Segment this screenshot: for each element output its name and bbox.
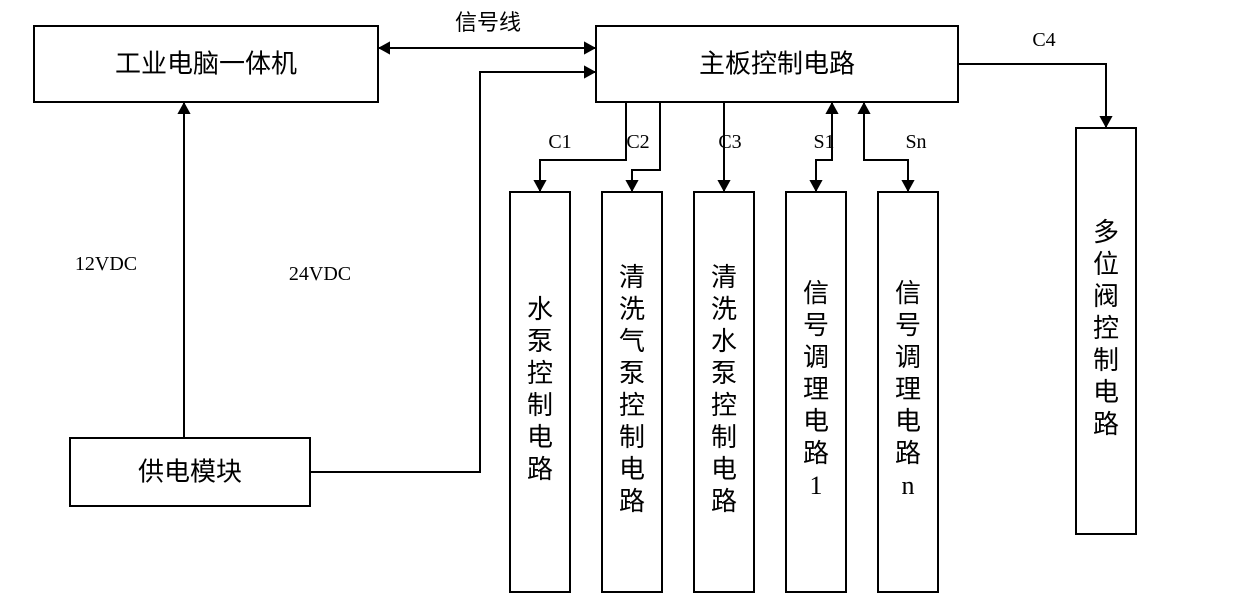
box-sign: 信号调理电路n	[878, 192, 938, 592]
box-valve: 多位阀控制电路	[1076, 128, 1136, 534]
box-label-pc: 工业电脑一体机	[115, 50, 297, 79]
edge-label-c4: C4	[1032, 29, 1055, 51]
box-sig1: 信号调理电路1	[786, 192, 846, 592]
edge-label-signal: 信号线	[455, 10, 521, 35]
box-waterpump: 水泵控制电路	[510, 192, 570, 592]
edge-sn	[864, 102, 908, 192]
edge-label-c1: C1	[548, 131, 571, 153]
box-label-power: 供电模块	[138, 458, 242, 487]
box-airpump: 清洗气泵控制电路	[602, 192, 662, 592]
box-power: 供电模块	[70, 438, 310, 506]
box-label-sign: 信号调理电路n	[895, 279, 921, 500]
box-main: 主板控制电路	[596, 26, 958, 102]
edge-c4	[958, 64, 1106, 128]
box-label-valve: 多位阀控制电路	[1093, 218, 1119, 439]
edge-label-c2: C2	[626, 131, 649, 153]
edge-label-s1: S1	[813, 131, 834, 153]
box-washpump: 清洗水泵控制电路	[694, 192, 754, 592]
edge-label-sn: Sn	[905, 131, 926, 153]
box-label-sig1: 信号调理电路1	[803, 279, 829, 500]
edge-label-p12_to_pc: 12VDC	[75, 253, 137, 275]
box-pc: 工业电脑一体机	[34, 26, 378, 102]
box-label-main: 主板控制电路	[699, 50, 855, 79]
edge-label-c3: C3	[718, 131, 741, 153]
edge-label-p24_to_main: 24VDC	[289, 263, 351, 285]
block-diagram: 工业电脑一体机主板控制电路供电模块水泵控制电路清洗气泵控制电路清洗水泵控制电路信…	[0, 0, 1240, 615]
